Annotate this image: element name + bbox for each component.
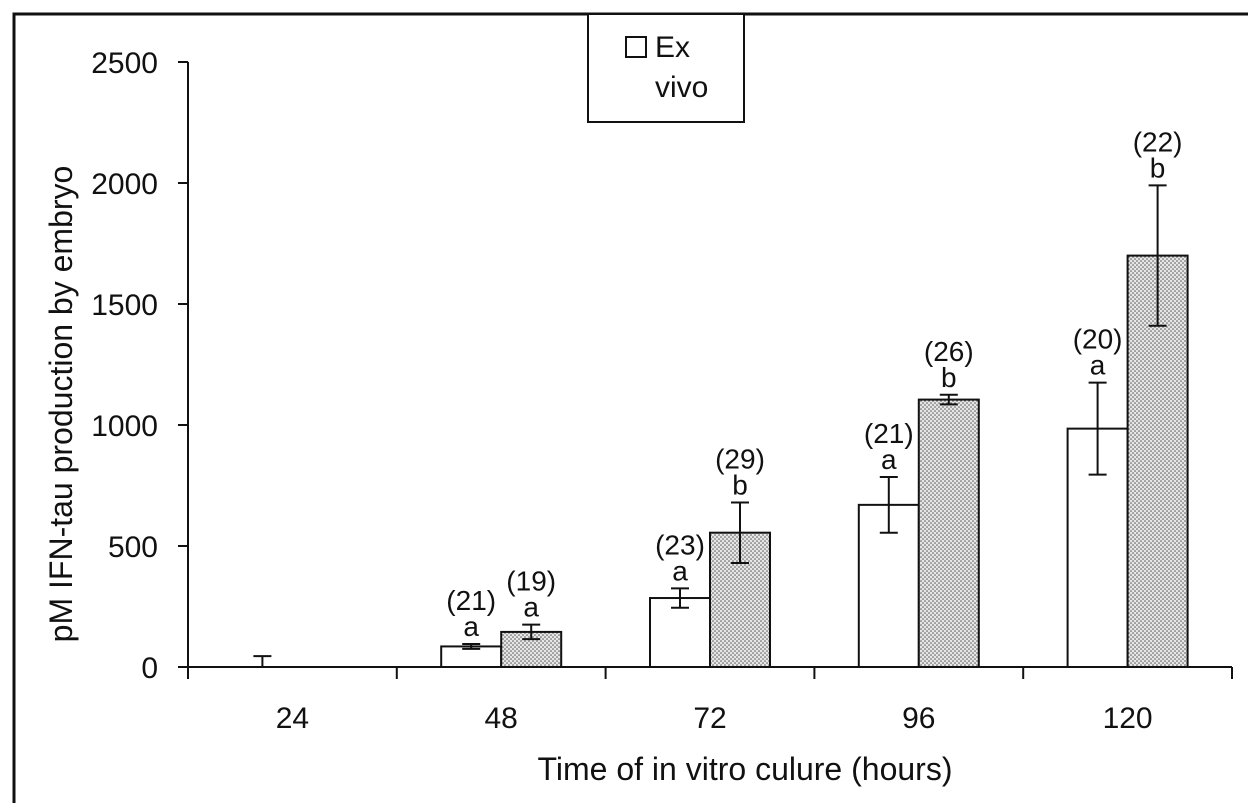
x-tick-label: 96 [902,702,935,735]
y-tick-label: 1000 [91,410,158,443]
sample-count-label: (26) [924,336,974,367]
significance-letter: a [523,592,539,623]
significance-letter: b [732,469,748,500]
x-tick-label: 24 [276,702,309,735]
sample-count-label: (23) [655,529,705,560]
y-tick-label: 500 [108,531,158,564]
significance-letter: b [941,362,957,393]
y-tick-label: 2000 [91,168,158,201]
significance-letter: b [1150,152,1166,183]
bar-series-2 [917,398,980,668]
significance-letter: a [672,555,688,586]
sample-count-label: (20) [1073,324,1123,355]
legend-box [587,13,745,123]
y-tick-label: 1500 [91,289,158,322]
significance-letter: a [881,444,897,475]
x-axis-label: Time of in vitro culure (hours) [538,751,953,787]
y-tick-label: 0 [141,652,158,685]
x-tick-label: 72 [693,702,726,735]
legend: Ex vivo [587,13,745,123]
significance-letter: a [1090,350,1106,381]
y-tick-label: 2500 [91,47,158,80]
x-tick-label: 48 [485,702,518,735]
bar-ex-vivo [649,597,711,669]
significance-letter: a [463,611,479,642]
sample-count-label: (21) [864,418,914,449]
sample-count-label: (29) [715,443,765,474]
x-tick-label: 120 [1103,702,1153,735]
y-axis-label: pM IFN-tau production by embryo [43,166,79,643]
chart-frame [12,12,1248,803]
sample-count-label: (21) [446,585,496,616]
sample-count-label: (22) [1133,126,1183,157]
sample-count-label: (19) [506,566,556,597]
legend-swatch [625,36,647,58]
legend-label: Ex vivo [655,31,708,104]
